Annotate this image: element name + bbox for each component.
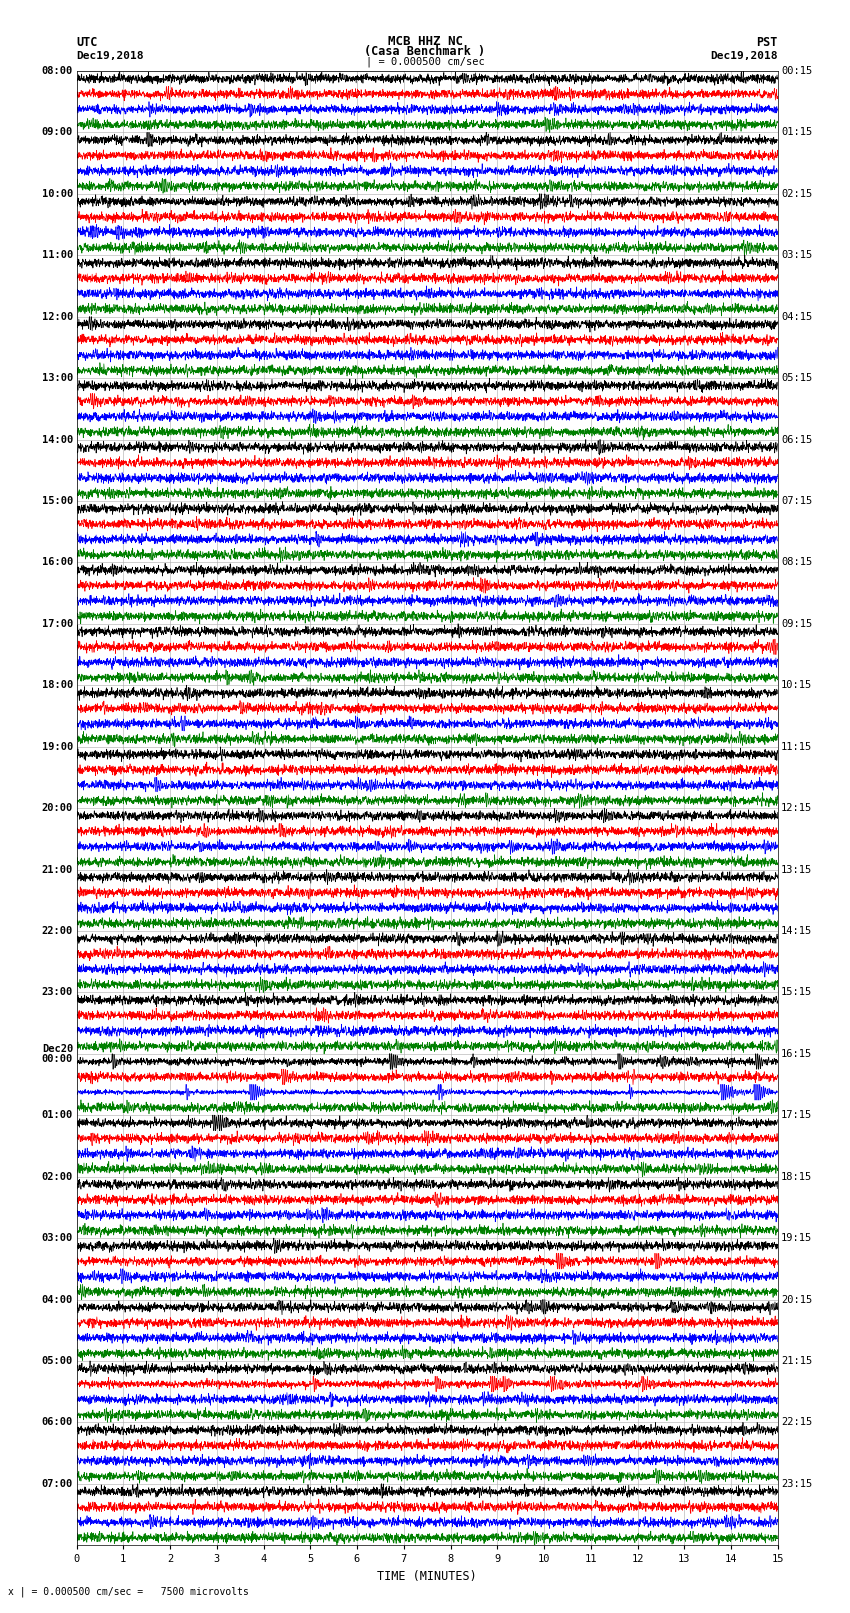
Text: 21:00: 21:00	[42, 865, 73, 874]
Text: 14:00: 14:00	[42, 434, 73, 445]
Text: 17:00: 17:00	[42, 619, 73, 629]
Text: 09:00: 09:00	[42, 127, 73, 137]
Text: 09:15: 09:15	[781, 619, 813, 629]
Text: 10:15: 10:15	[781, 681, 813, 690]
Text: 06:15: 06:15	[781, 434, 813, 445]
Text: 05:00: 05:00	[42, 1357, 73, 1366]
Text: 21:15: 21:15	[781, 1357, 813, 1366]
Text: 04:00: 04:00	[42, 1295, 73, 1305]
Text: 03:00: 03:00	[42, 1232, 73, 1244]
Text: 17:15: 17:15	[781, 1110, 813, 1121]
Text: 12:00: 12:00	[42, 311, 73, 321]
Text: 01:15: 01:15	[781, 127, 813, 137]
Text: 13:00: 13:00	[42, 373, 73, 384]
Text: UTC: UTC	[76, 35, 98, 50]
Text: 18:15: 18:15	[781, 1171, 813, 1182]
Text: 20:15: 20:15	[781, 1295, 813, 1305]
Text: 08:15: 08:15	[781, 558, 813, 568]
X-axis label: TIME (MINUTES): TIME (MINUTES)	[377, 1569, 477, 1582]
Text: Dec19,2018: Dec19,2018	[76, 50, 144, 61]
Text: 04:15: 04:15	[781, 311, 813, 321]
Text: Dec19,2018: Dec19,2018	[711, 50, 778, 61]
Text: 23:15: 23:15	[781, 1479, 813, 1489]
Text: 22:15: 22:15	[781, 1418, 813, 1428]
Text: 18:00: 18:00	[42, 681, 73, 690]
Text: 15:00: 15:00	[42, 495, 73, 506]
Text: 05:15: 05:15	[781, 373, 813, 384]
Text: 16:00: 16:00	[42, 558, 73, 568]
Text: 06:00: 06:00	[42, 1418, 73, 1428]
Text: 01:00: 01:00	[42, 1110, 73, 1121]
Text: 19:15: 19:15	[781, 1232, 813, 1244]
Text: 19:00: 19:00	[42, 742, 73, 752]
Text: 14:15: 14:15	[781, 926, 813, 936]
Text: 11:15: 11:15	[781, 742, 813, 752]
Text: 12:15: 12:15	[781, 803, 813, 813]
Text: Dec20: Dec20	[42, 1044, 73, 1053]
Text: 07:00: 07:00	[42, 1479, 73, 1489]
Text: 13:15: 13:15	[781, 865, 813, 874]
Text: | = 0.000500 cm/sec: | = 0.000500 cm/sec	[366, 56, 484, 68]
Text: PST: PST	[756, 35, 778, 50]
Text: 00:15: 00:15	[781, 66, 813, 76]
Text: 07:15: 07:15	[781, 495, 813, 506]
Text: 02:00: 02:00	[42, 1171, 73, 1182]
Text: 08:00: 08:00	[42, 66, 73, 76]
Text: 20:00: 20:00	[42, 803, 73, 813]
Text: (Casa Benchmark ): (Casa Benchmark )	[365, 45, 485, 58]
Text: 22:00: 22:00	[42, 926, 73, 936]
Text: 11:00: 11:00	[42, 250, 73, 260]
Text: x | = 0.000500 cm/sec =   7500 microvolts: x | = 0.000500 cm/sec = 7500 microvolts	[8, 1587, 249, 1597]
Text: 03:15: 03:15	[781, 250, 813, 260]
Text: MCB HHZ NC: MCB HHZ NC	[388, 34, 462, 48]
Text: 23:00: 23:00	[42, 987, 73, 997]
Text: 10:00: 10:00	[42, 189, 73, 198]
Text: 15:15: 15:15	[781, 987, 813, 997]
Text: 02:15: 02:15	[781, 189, 813, 198]
Text: 00:00: 00:00	[42, 1053, 73, 1063]
Text: 16:15: 16:15	[781, 1048, 813, 1058]
